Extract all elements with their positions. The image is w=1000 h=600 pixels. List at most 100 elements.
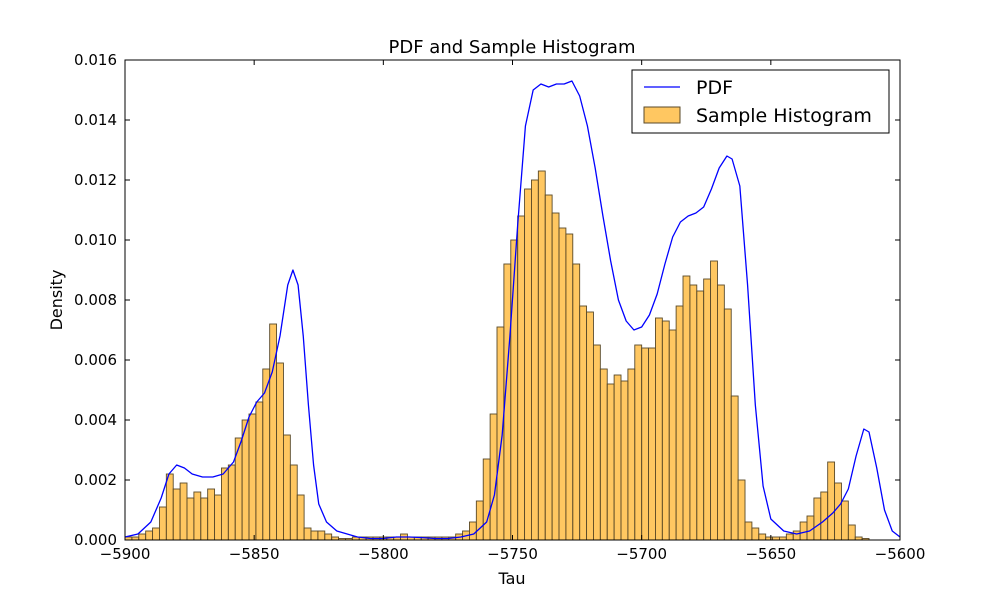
x-tick-label: −5650: [745, 545, 796, 563]
axis-ticks: −5900 −5850 −5800 −5750 −5700 −5650 −5600 0.000…: [74, 51, 925, 563]
histogram-bar: [138, 533, 147, 541]
histogram-bar: [813, 497, 822, 541]
histogram-bar: [296, 494, 305, 541]
histogram-bar: [655, 317, 663, 541]
y-tick-label: 0.004: [74, 411, 117, 429]
chart-title: PDF and Sample Histogram: [389, 37, 636, 58]
histogram-bar: [606, 383, 615, 541]
legend-pdf-label: PDF: [696, 77, 733, 99]
histogram-bar: [220, 467, 229, 541]
histogram-bar: [634, 344, 643, 541]
histogram-bar: [214, 494, 222, 541]
histogram-bar: [675, 305, 684, 541]
histogram-bar: [593, 344, 601, 541]
histogram-bar: [283, 434, 291, 541]
histogram-bar: [227, 464, 236, 541]
legend-histogram-swatch: [643, 106, 681, 124]
x-tick-label: −5800: [358, 545, 409, 563]
histogram-bar: [544, 194, 553, 541]
histogram-bar: [703, 278, 712, 541]
histogram-bar: [531, 179, 539, 541]
histogram-bar: [551, 212, 560, 541]
histogram-bar: [179, 482, 188, 541]
histogram-bar: [565, 233, 574, 541]
histogram-bar: [586, 311, 594, 541]
histogram-bar: [186, 497, 195, 541]
histogram-bar: [799, 521, 808, 541]
y-tick-label: 0.014: [74, 111, 117, 129]
histogram-bar: [717, 284, 725, 541]
y-tick-label: 0.006: [74, 351, 117, 369]
histogram-bar: [841, 500, 849, 541]
y-tick-label: 0.012: [74, 171, 117, 189]
histogram-bar: [641, 347, 650, 541]
histogram-bar: [248, 413, 257, 541]
histogram-bar: [517, 215, 526, 541]
histogram-bar: [758, 533, 767, 541]
x-axis-title: Tau: [497, 569, 525, 588]
histogram-bar: [620, 380, 629, 541]
histogram-bar: [572, 263, 581, 541]
histogram-bar: [710, 260, 718, 541]
histogram-bar: [820, 491, 829, 541]
histogram-bar: [255, 401, 264, 541]
pdf-line: [124, 80, 901, 540]
histogram-bar: [482, 458, 491, 541]
histogram-bar: [730, 395, 739, 541]
histogram-bars: [124, 170, 870, 541]
histogram-bar: [165, 473, 174, 541]
legend: PDF Sample Histogram: [631, 69, 890, 134]
histogram-bar: [682, 275, 691, 541]
y-tick-label: 0.002: [74, 471, 117, 489]
y-axis-title: Density: [47, 270, 66, 331]
histogram-bar: [200, 497, 209, 541]
histogram-bar: [145, 530, 154, 541]
histogram-bar: [475, 500, 484, 541]
histogram-bar: [689, 284, 698, 541]
histogram-bar: [152, 527, 160, 541]
x-tick-label: −5850: [229, 545, 280, 563]
histogram-bar: [289, 464, 298, 541]
histogram-bar: [207, 488, 216, 541]
histogram-bar: [558, 227, 567, 541]
histogram-bar: [613, 374, 622, 541]
histogram-bar: [158, 506, 167, 541]
histogram-bar: [792, 530, 801, 541]
histogram-bar: [668, 329, 677, 541]
histogram-bar: [579, 305, 588, 541]
histogram-bar: [827, 461, 836, 541]
x-tick-label: −5700: [616, 545, 667, 563]
y-tick-label: 0.000: [74, 531, 117, 549]
histogram-bar: [737, 479, 746, 541]
histogram-bar: [276, 362, 284, 541]
histogram-bar: [751, 527, 760, 541]
y-tick-label: 0.008: [74, 291, 117, 309]
histogram-bar: [241, 419, 250, 541]
x-tick-label: −5750: [487, 545, 538, 563]
histogram-bar: [599, 368, 608, 541]
x-tick-label: −5600: [875, 545, 926, 563]
histogram-bar: [303, 527, 312, 541]
histogram-bar: [785, 533, 794, 541]
histogram-bar: [317, 530, 326, 541]
histogram-bar: [469, 521, 477, 541]
histogram-bar: [847, 524, 856, 541]
histogram-bar: [310, 530, 319, 541]
histogram-bar: [744, 521, 753, 541]
histogram-bar: [627, 368, 636, 541]
histogram-bar: [510, 239, 519, 541]
histogram-bar: [648, 347, 656, 541]
histogram-bar: [489, 413, 498, 541]
legend-histogram-label: Sample Histogram: [696, 105, 872, 127]
histogram-bar: [696, 290, 705, 541]
histogram-bar: [193, 491, 202, 541]
histogram-bar: [661, 320, 670, 541]
x-tick-label: −5900: [100, 545, 151, 563]
y-tick-label: 0.010: [74, 231, 117, 249]
histogram-bar: [723, 308, 732, 541]
histogram-bar: [324, 533, 333, 541]
histogram-bar: [834, 482, 842, 541]
histogram-bar: [172, 488, 181, 541]
histogram-bar: [524, 188, 532, 541]
